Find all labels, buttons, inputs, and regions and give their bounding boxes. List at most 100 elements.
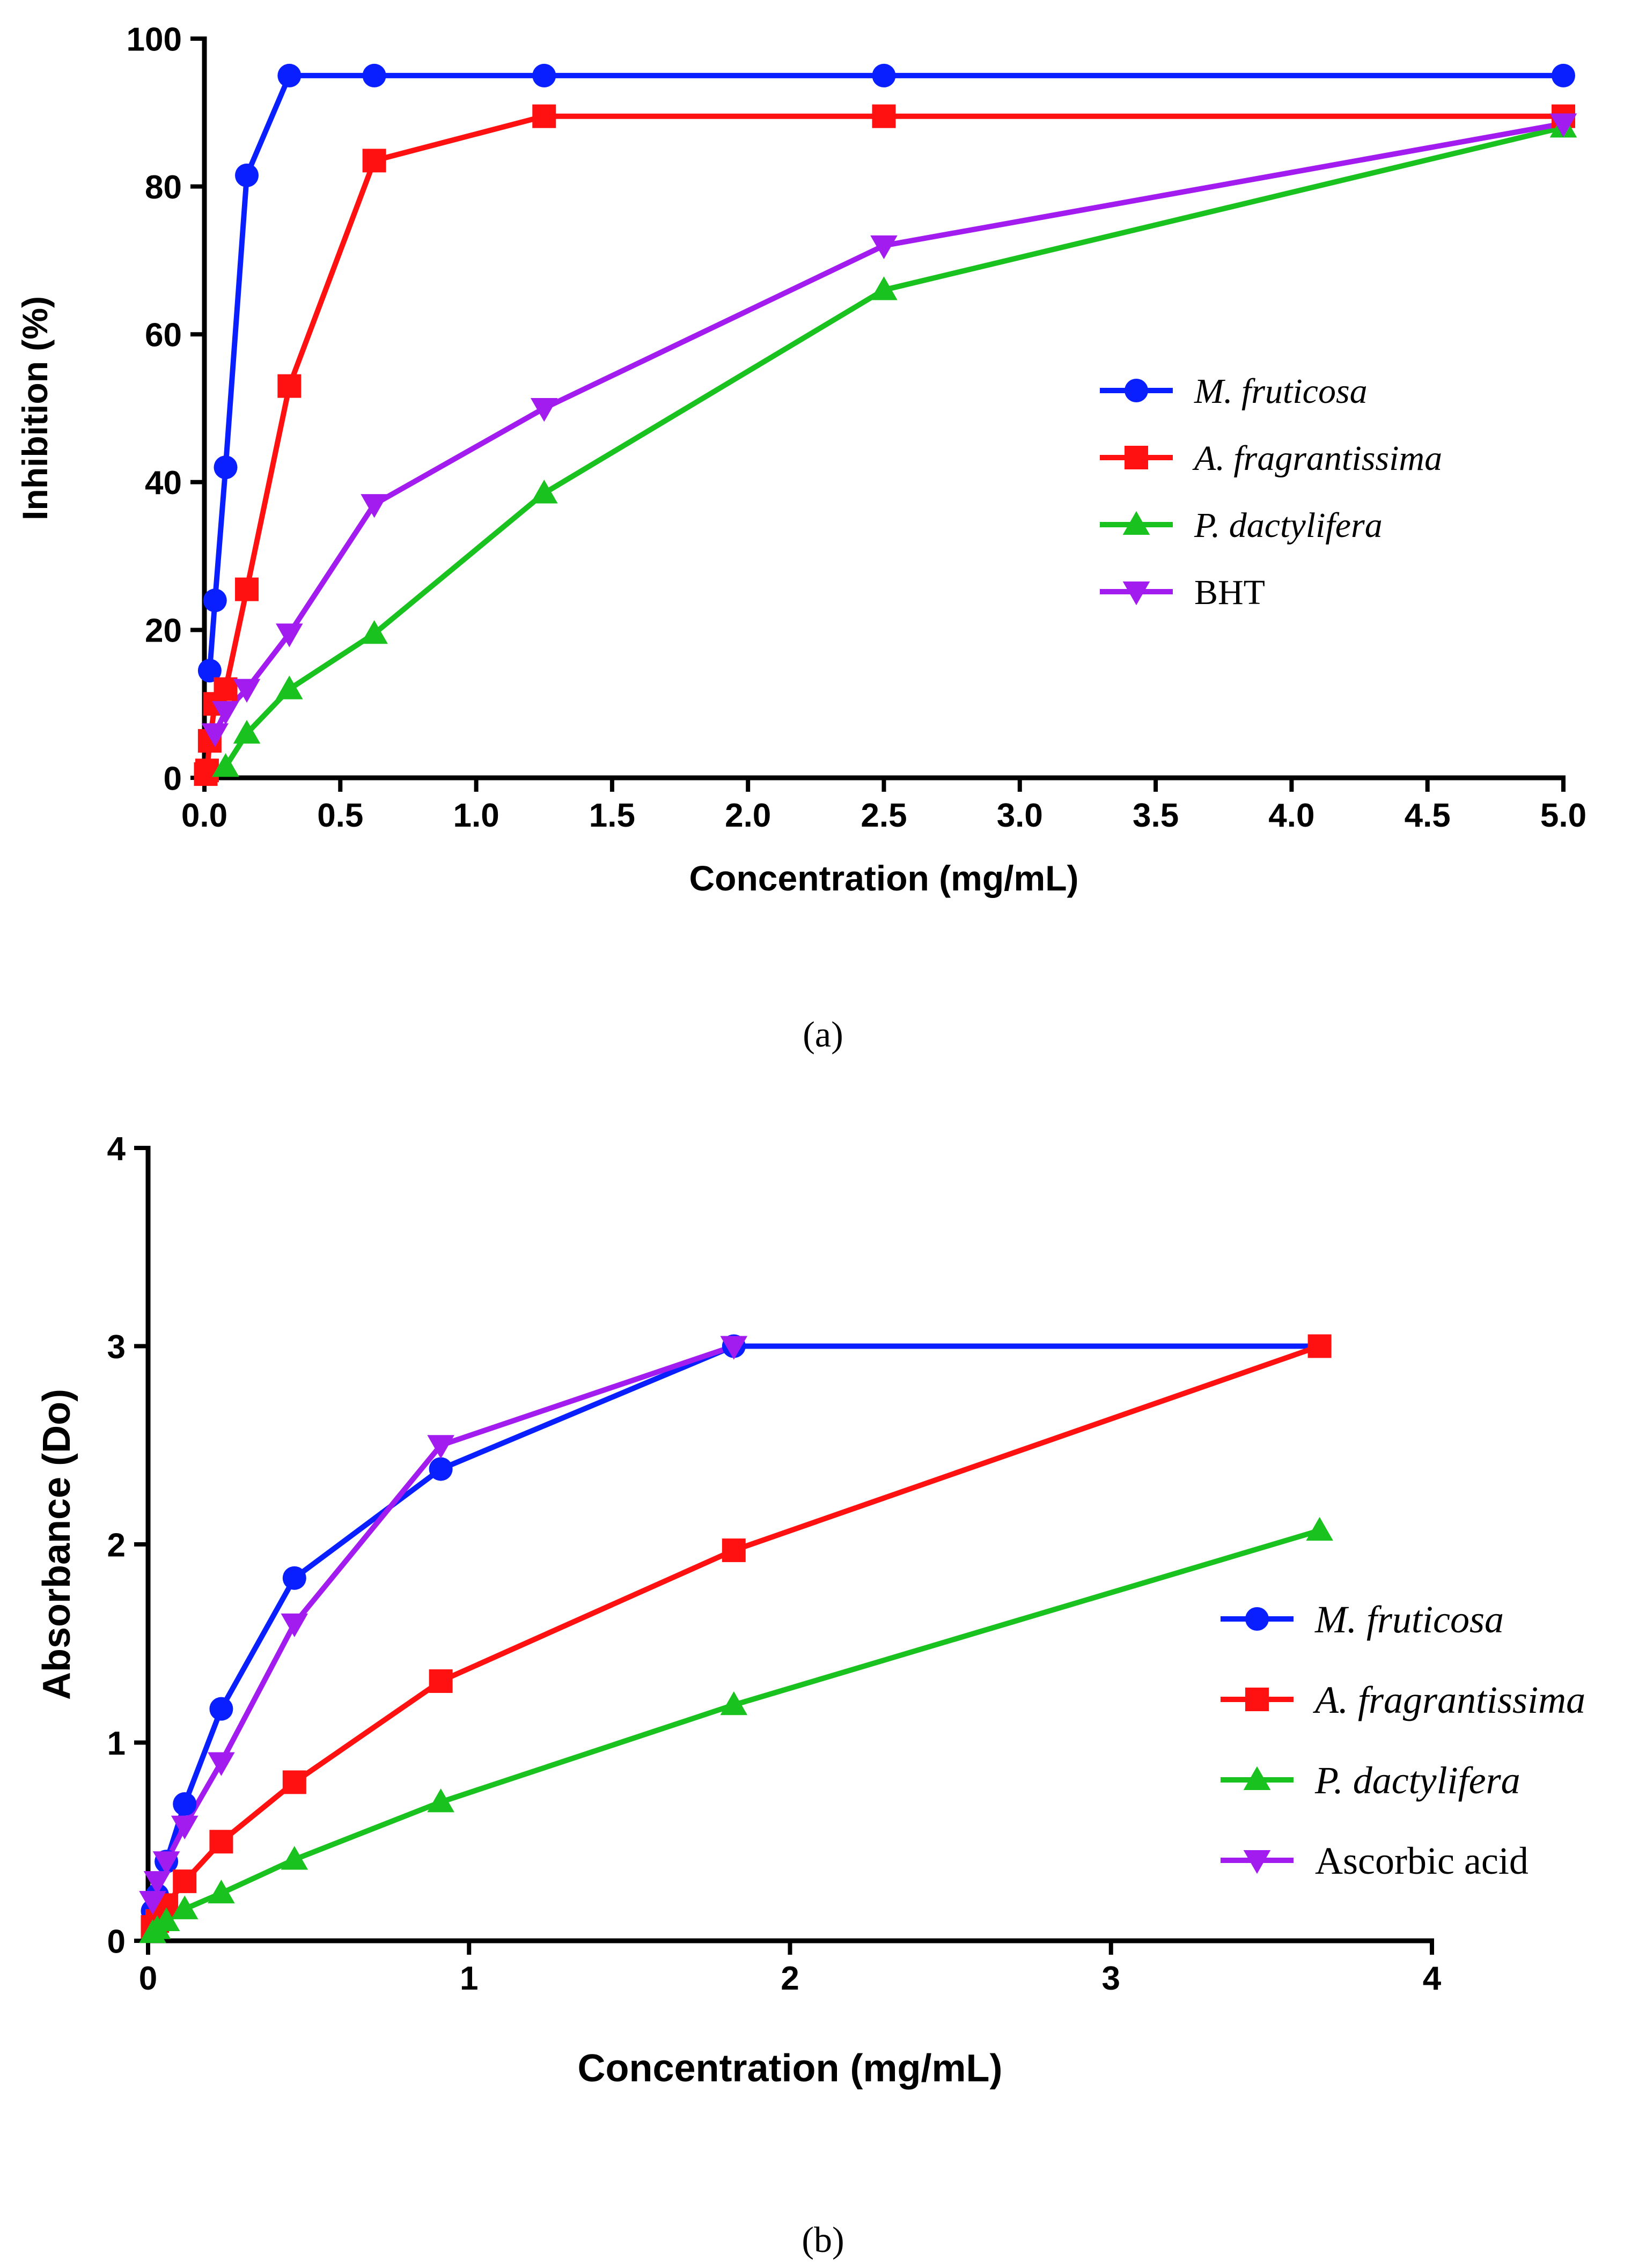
series-points-p-dactylifera [139,1516,1333,1943]
data-point [532,104,556,128]
legend-item-a-fragrantissima: A. fragrantissima [1221,1678,1585,1721]
x-tick-label: 3.5 [1133,797,1179,834]
legend-item-m-fruticosa: M. fruticosa [1221,1598,1504,1641]
data-point [427,1788,454,1813]
data-point [530,480,558,504]
x-tick-label: 4.0 [1268,797,1314,834]
data-point [720,1691,748,1715]
legend-item-p-dactylifera: P. dactylifera [1100,506,1383,545]
data-point [152,1907,180,1932]
series-line-p-dactylifera [151,1528,1321,1935]
data-point [233,720,261,744]
legend-label: P. dactylifera [1314,1759,1520,1802]
legend-label: A. fragrantissima [1313,1678,1585,1721]
data-point [276,675,303,699]
data-point [171,1895,199,1919]
legend-marker [1122,581,1150,606]
legend-item-m-fruticosa: M. fruticosa [1100,372,1368,411]
x-tick-label: 4.5 [1405,797,1451,834]
y-tick-label: 1 [107,1725,126,1762]
y-tick-label: 40 [145,465,182,502]
data-point [152,1851,180,1875]
data-point [427,1435,454,1459]
data-point [197,659,222,683]
legend-item-p-dactylifera: P. dactylifera [1221,1759,1520,1802]
series-line-bht [212,121,1564,735]
data-point [1306,1516,1333,1541]
data-point [281,1613,308,1638]
data-point [1549,113,1577,137]
x-tick-label: 4 [1423,1960,1442,1997]
panel-label-a: (a) [803,1014,843,1055]
x-axis-title: Concentration (mg/mL) [578,2047,1003,2090]
data-point [208,1880,235,1904]
data-point [277,63,302,87]
x-tick-label: 1.0 [453,797,499,834]
y-tick-label: 80 [145,169,182,206]
y-axis-title: Absorbance (Do) [35,1389,78,1700]
legend-label: Ascorbic acid [1315,1839,1529,1882]
legend-marker [1243,1850,1271,1874]
legend-marker [1243,1766,1271,1790]
data-point [173,1792,197,1816]
data-point [212,701,239,725]
data-point [277,374,302,398]
data-point [720,1336,748,1360]
data-point [282,1566,306,1590]
y-tick-label: 20 [145,613,182,650]
data-point [361,494,388,518]
data-point [870,276,898,300]
legend-marker [1125,379,1148,402]
data-point [281,1846,308,1870]
data-point [282,1770,306,1794]
x-tick-label: 2.0 [725,797,771,834]
legend-marker [1122,511,1150,535]
x-tick-label: 3.0 [997,797,1043,834]
data-point [532,63,556,87]
legend-label: P. dactylifera [1194,506,1383,545]
y-tick-label: 4 [107,1130,126,1167]
data-point [870,235,898,260]
series-points-a-fragrantissima [141,1334,1332,1939]
data-point [233,679,261,703]
data-point [1307,1334,1332,1358]
x-tick-label: 0.0 [181,797,227,834]
x-tick-label: 2.5 [861,797,907,834]
legend: M. fruticosa A. fragrantissima P. dactylif… [1221,1598,1585,1882]
chart-b: 0 1 2 3 4 0 1 2 3 4 Concentration (mg/mL) Absorbanc… [35,1130,1585,2090]
data-point [362,63,386,87]
chart-a: 0.0 0.5 1.0 1.5 2.0 2.5 3.0 3.5 4.0 4.5 5.0 0 20 40 60… [15,21,1586,898]
series-points-m-fruticosa [197,63,1575,683]
y-tick-label: 0 [107,1923,126,1960]
data-point [872,63,896,87]
x-axis-title: Concentration (mg/mL) [689,858,1079,898]
data-point [429,1457,453,1481]
y-tick-label: 60 [145,317,182,354]
y-tick-label: 3 [107,1329,126,1366]
legend-label: M. fruticosa [1314,1598,1504,1641]
x-tick-label: 1 [460,1960,478,1997]
data-point [139,1891,166,1915]
series-line-ascorbic-acid [150,1343,735,1902]
x-tick-label: 0 [139,1960,157,1997]
data-point [276,623,303,647]
data-point [530,398,558,422]
data-point [203,588,227,613]
x-tick-label: 2 [781,1960,799,1997]
legend: M. fruticosa A. fragrantissima P. dactylif… [1100,372,1442,612]
series-points-ascorbic-acid [139,1336,748,1915]
data-point [235,163,259,187]
data-point [201,723,229,747]
y-tick-label: 0 [164,760,182,797]
y-axis-title: Inhibition (%) [15,296,55,520]
data-point [429,1669,453,1693]
data-point [173,1869,197,1894]
legend-label: BHT [1194,573,1265,612]
series-line-m-fruticosa [150,1343,1320,1912]
data-point [361,620,388,644]
data-point [171,1815,199,1839]
series-line-a-fragrantissima [150,1343,1321,1929]
x-tick-label: 3 [1102,1960,1120,1997]
legend-label: A. fragrantissima [1192,439,1442,478]
